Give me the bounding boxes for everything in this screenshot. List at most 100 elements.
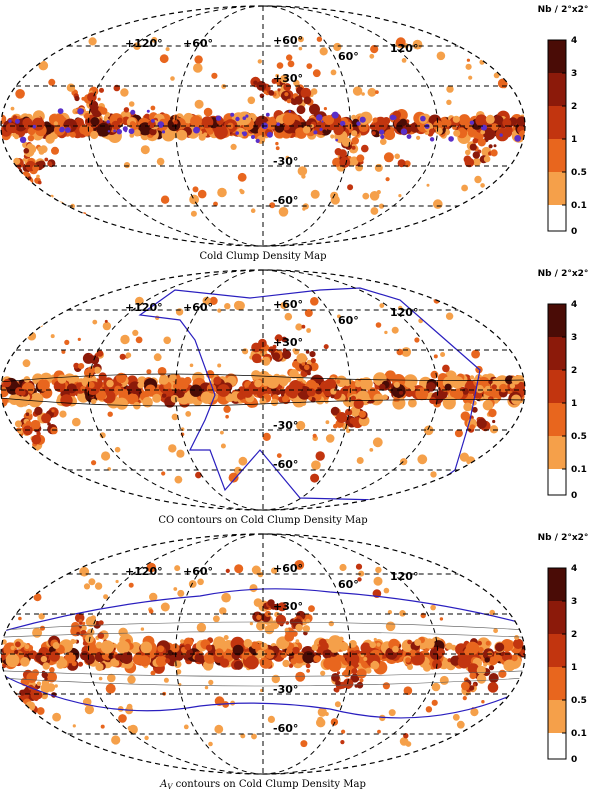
- clump-mark: [8, 175, 13, 180]
- clump-mark: [45, 134, 55, 144]
- clump-mark: [50, 334, 55, 339]
- clump-mark: [265, 87, 270, 92]
- clump-mark: [155, 655, 167, 667]
- clump-mark: [190, 210, 197, 217]
- clump-mark: [430, 471, 437, 478]
- clump-mark: [50, 426, 58, 435]
- clump-mark: [349, 381, 357, 388]
- clump-mark: [90, 615, 97, 621]
- clump-mark: [476, 674, 487, 684]
- colorbar-segment: [548, 106, 566, 139]
- clump-mark: [13, 394, 24, 404]
- clump-mark: [286, 54, 293, 61]
- clump-mark: [431, 699, 438, 706]
- clump-mark: [251, 353, 262, 364]
- clump-mark: [356, 457, 364, 464]
- clump-mark: [315, 451, 325, 461]
- clump-mark: [249, 622, 253, 626]
- clump-mark: [183, 724, 189, 730]
- clump-mark: [375, 90, 379, 94]
- clump-mark: [362, 382, 366, 387]
- clump-mark: [128, 582, 134, 588]
- clump-mark: [452, 713, 460, 721]
- clump-mark: [49, 651, 60, 662]
- clump-mark: [509, 383, 516, 389]
- clump-mark: [151, 36, 158, 43]
- clump-mark: [15, 441, 22, 449]
- clump-peak-mark: [77, 108, 84, 115]
- clump-mark: [45, 415, 50, 419]
- colorbar-frame: [547, 303, 567, 496]
- clump-mark: [274, 334, 283, 342]
- clump-mark: [214, 724, 224, 734]
- clump-mark: [403, 686, 413, 695]
- clump-mark: [192, 186, 199, 193]
- clump-mark: [47, 474, 56, 483]
- clump-mark: [173, 660, 182, 668]
- clump-mark: [400, 458, 408, 466]
- clump-mark: [369, 191, 380, 201]
- clump-mark: [478, 646, 484, 653]
- colorbar-segment: [548, 634, 566, 667]
- clump-mark: [481, 700, 485, 704]
- clump-mark: [223, 405, 231, 413]
- clump-mark: [99, 87, 104, 93]
- clump-mark: [483, 662, 488, 667]
- clump-mark: [329, 381, 336, 387]
- clump-mark: [114, 446, 121, 453]
- clump-mark: [361, 92, 365, 96]
- clump-mark: [515, 713, 525, 722]
- clump-mark: [468, 685, 475, 691]
- clump-mark: [392, 645, 399, 653]
- clump-peak-mark: [230, 112, 235, 117]
- clump-mark: [171, 413, 179, 421]
- clump-peak-mark: [14, 118, 20, 124]
- clump-mark: [259, 397, 267, 405]
- clump-mark: [213, 201, 218, 207]
- clump-mark: [375, 322, 382, 328]
- clump-mark: [228, 472, 239, 483]
- clump-mark: [365, 667, 372, 674]
- clump-mark: [425, 706, 433, 713]
- clump-mark: [163, 677, 169, 683]
- clump-mark: [414, 337, 420, 343]
- clump-mark: [105, 683, 116, 694]
- clump-mark: [350, 395, 356, 401]
- colorbar-frame: [547, 39, 567, 232]
- clump-mark: [95, 662, 104, 672]
- meridian-line: [175, 269, 264, 511]
- clump-mark: [1, 653, 6, 661]
- av-contour: [1, 673, 525, 719]
- clump-mark: [445, 642, 453, 650]
- clump-mark: [488, 673, 499, 683]
- clump-mark: [518, 597, 525, 604]
- clump-mark: [96, 350, 104, 357]
- clump-mark: [444, 383, 452, 391]
- clump-peak-mark: [420, 115, 426, 122]
- clump-mark: [184, 643, 192, 651]
- grid-label: -30°: [273, 155, 298, 168]
- clump-mark: [379, 303, 385, 308]
- clump-mark: [196, 622, 207, 633]
- colorbar-title: Nb / 2°x2°: [538, 269, 589, 279]
- clump-mark: [391, 326, 399, 334]
- clump-mark: [10, 106, 15, 111]
- clump-mark: [323, 107, 327, 111]
- clump-mark: [431, 682, 441, 692]
- clump-mark: [454, 429, 463, 438]
- clump-mark: [3, 397, 9, 404]
- clump-mark: [161, 393, 167, 398]
- clump-mark: [3, 71, 11, 78]
- grid-label: +60°: [273, 562, 303, 575]
- clump-mark: [182, 651, 187, 656]
- clump-mark: [461, 681, 470, 691]
- clump-mark: [498, 669, 507, 679]
- clump-mark: [385, 621, 396, 632]
- clump-mark: [465, 63, 472, 70]
- clump-mark: [475, 385, 484, 394]
- clump-mark: [334, 701, 341, 708]
- clump-mark: [495, 654, 502, 662]
- colorbar-tick-label: 3: [571, 333, 577, 343]
- colorbar-tick-label: 2: [571, 102, 577, 112]
- clump-mark: [102, 321, 112, 331]
